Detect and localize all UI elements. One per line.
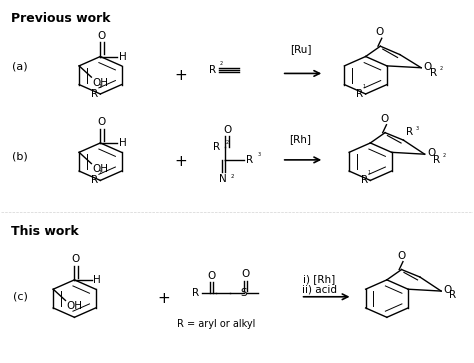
Text: O: O — [427, 148, 435, 158]
Text: ii) acid: ii) acid — [302, 284, 337, 294]
Text: S: S — [241, 288, 247, 298]
Text: (b): (b) — [12, 151, 28, 161]
Text: (a): (a) — [12, 61, 28, 71]
Text: O: O — [444, 285, 452, 295]
Text: +: + — [157, 291, 170, 306]
Text: Previous work: Previous work — [11, 12, 110, 25]
Text: R: R — [429, 68, 437, 78]
Text: R: R — [91, 175, 98, 185]
Text: $^3$: $^3$ — [257, 151, 262, 158]
Text: O: O — [241, 269, 250, 279]
Text: [Ru]: [Ru] — [290, 44, 311, 54]
Text: O: O — [207, 270, 215, 281]
Text: H: H — [93, 275, 100, 285]
Text: $^1$: $^1$ — [98, 83, 103, 89]
Text: OH: OH — [67, 301, 82, 311]
Text: N: N — [219, 174, 227, 184]
Text: O: O — [98, 117, 106, 127]
Text: i) [Rh]: i) [Rh] — [303, 274, 336, 284]
Text: O: O — [223, 125, 231, 135]
Text: R: R — [246, 155, 254, 165]
Text: $_2$: $_2$ — [230, 172, 235, 182]
Text: OH: OH — [92, 164, 109, 175]
Text: $^3$: $^3$ — [415, 125, 420, 131]
Text: R: R — [213, 142, 220, 152]
Text: R: R — [91, 89, 98, 99]
Text: $^1$: $^1$ — [367, 170, 372, 175]
Text: $^2$: $^2$ — [225, 139, 230, 145]
Text: +: + — [174, 68, 187, 83]
Text: OH: OH — [92, 78, 109, 88]
Text: $^2$: $^2$ — [442, 152, 447, 158]
Text: +: + — [174, 154, 187, 169]
Text: (c): (c) — [13, 292, 27, 302]
Text: O: O — [98, 30, 106, 41]
Text: R: R — [449, 290, 456, 301]
Text: R: R — [406, 127, 413, 136]
Text: O: O — [397, 250, 405, 261]
Text: H: H — [118, 138, 127, 148]
Text: R: R — [192, 288, 199, 298]
Text: $^2$: $^2$ — [439, 65, 444, 72]
Text: R: R — [433, 155, 440, 164]
Text: O: O — [72, 254, 80, 264]
Text: R = aryl or alkyl: R = aryl or alkyl — [177, 319, 255, 329]
Text: O: O — [381, 114, 389, 124]
Text: R: R — [356, 89, 363, 99]
Text: This work: This work — [11, 225, 79, 238]
Text: H: H — [118, 52, 127, 61]
Text: [Rh]: [Rh] — [290, 134, 311, 144]
Text: R: R — [209, 65, 216, 75]
Text: O: O — [376, 27, 384, 37]
Text: O: O — [424, 62, 432, 72]
Text: $^2$: $^2$ — [219, 60, 224, 66]
Text: $^1$: $^1$ — [362, 83, 367, 89]
Text: $^1$: $^1$ — [98, 170, 103, 175]
Text: R: R — [361, 175, 368, 185]
